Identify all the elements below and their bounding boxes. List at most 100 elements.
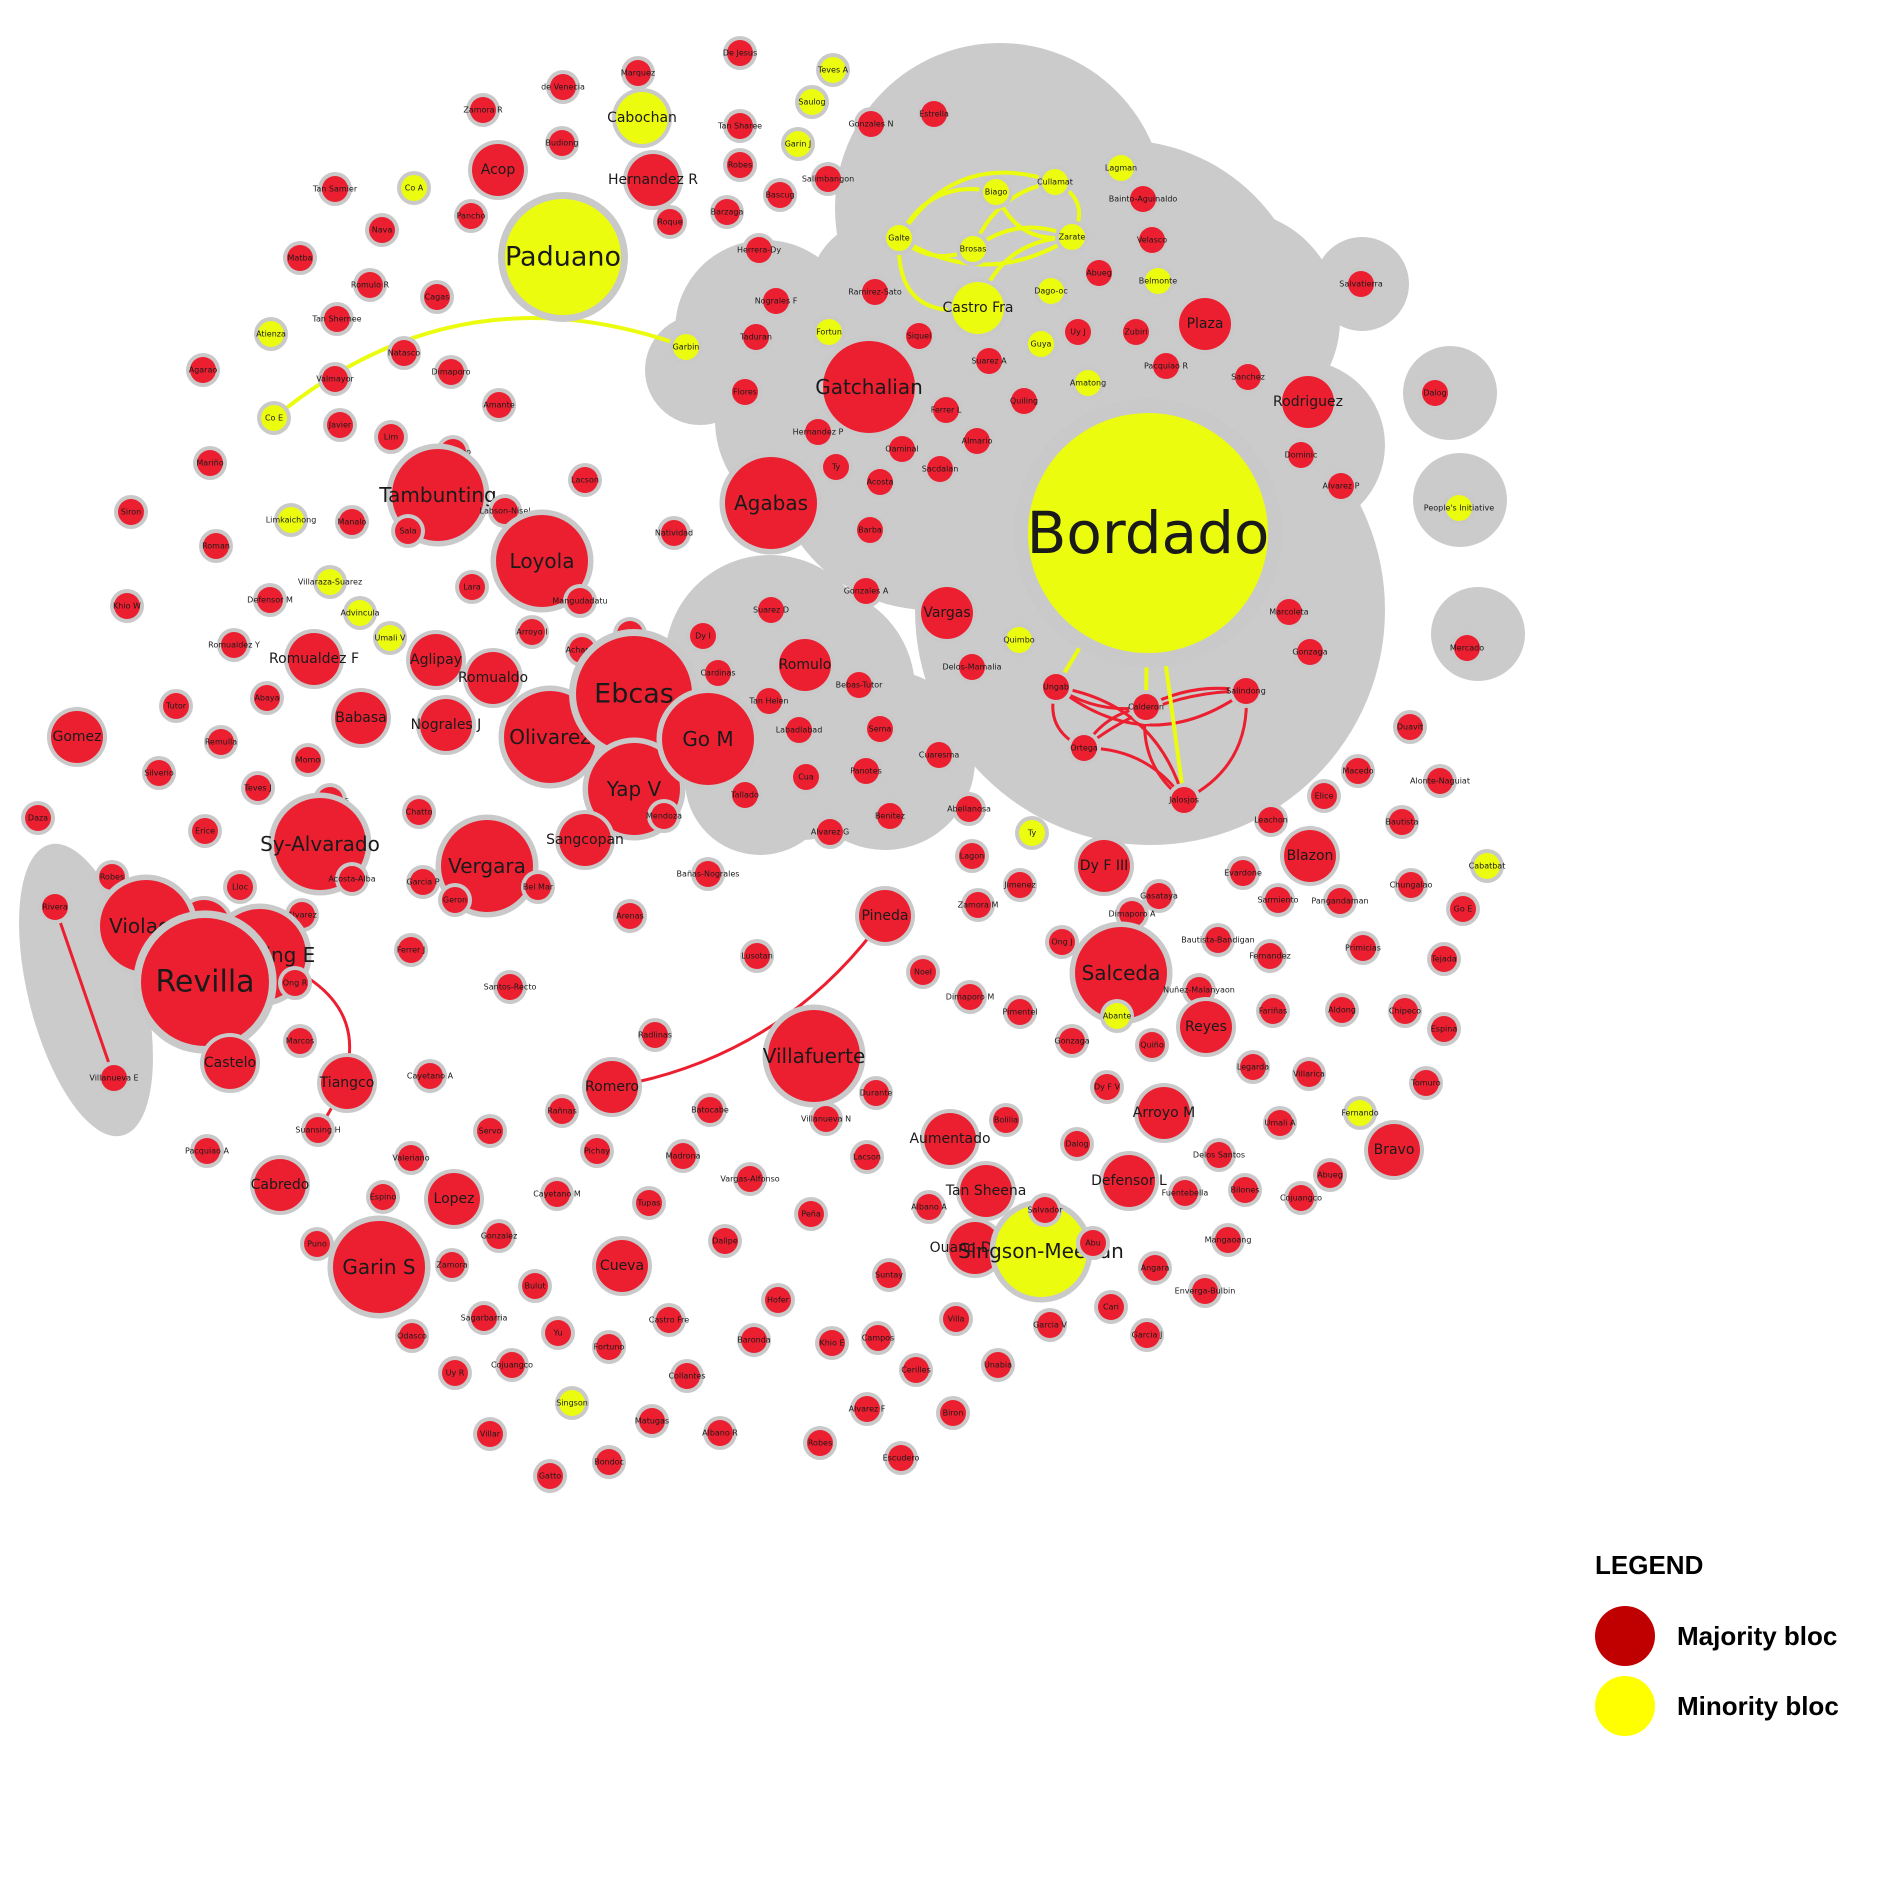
node-circle xyxy=(1186,977,1212,1003)
node-cabredo: Cabredo xyxy=(250,1155,310,1215)
node-label: Daza xyxy=(28,814,48,823)
node-chipeco: Chipeco xyxy=(1388,994,1422,1028)
node-circle xyxy=(305,1117,331,1143)
node-label: Nuñez-Malanyaon xyxy=(1163,986,1235,995)
node-label: Campos xyxy=(862,1334,894,1343)
node-lacson: Lacson xyxy=(568,463,602,497)
node-circle xyxy=(816,319,842,345)
node-label: Cua xyxy=(798,773,814,782)
node-label: Castelo xyxy=(204,1055,256,1071)
node-label: Santos-Recto xyxy=(484,983,537,992)
node-suntay: Suntay xyxy=(872,1258,906,1292)
node-aumentado: Aumentado xyxy=(909,1109,991,1169)
node-tupas: Tupas xyxy=(632,1186,666,1220)
node-label: Fariñas xyxy=(1259,1007,1287,1016)
node-label: Castro Fre xyxy=(649,1316,689,1325)
node-circle xyxy=(114,593,140,619)
node-circle xyxy=(1075,370,1101,396)
node-label: Paduano xyxy=(505,242,621,273)
node-circle xyxy=(1123,319,1149,345)
node-circle xyxy=(399,1323,425,1349)
node-circle xyxy=(1038,278,1064,304)
node-circle xyxy=(1142,1255,1168,1281)
node-label: Silverio xyxy=(144,769,174,778)
node-label: Matba xyxy=(288,254,313,263)
node-label: Natividad xyxy=(655,529,693,538)
node-label: Rivera xyxy=(42,903,68,912)
node-label: Abaya xyxy=(254,694,279,703)
node-cari: Cari xyxy=(1094,1290,1128,1324)
node-label: Robes xyxy=(808,1439,832,1448)
node-circle xyxy=(960,236,986,262)
node-label: Mangaoang xyxy=(1205,1236,1252,1245)
node-circle xyxy=(442,1360,468,1386)
node-circle xyxy=(1032,1197,1058,1223)
edge-rivera-villanueva-e xyxy=(53,906,116,1079)
node-circle xyxy=(424,284,450,310)
node-label: Zubiri xyxy=(1124,328,1147,337)
node-circle xyxy=(1267,1110,1293,1136)
node-label: Zamora M xyxy=(958,901,999,910)
node-label: Benitez xyxy=(875,812,905,821)
node-circle xyxy=(1192,1278,1218,1304)
node-roman: Roman xyxy=(199,529,233,563)
node-circle xyxy=(854,1144,880,1170)
node-circle xyxy=(798,1201,824,1227)
node-circle xyxy=(1397,714,1423,740)
node-label: Batocabe xyxy=(691,1106,729,1115)
node-label: Cullamat xyxy=(1037,178,1073,187)
node-circle xyxy=(737,1166,763,1192)
node-ba-as-nograles: Bañas-Nograles xyxy=(677,857,739,891)
node-circle xyxy=(596,1240,648,1292)
node-ty: Ty xyxy=(1015,816,1049,850)
node-label: Panotes xyxy=(850,767,882,776)
node-circle xyxy=(1042,169,1068,195)
node-label: Jimenez xyxy=(1003,881,1036,890)
node-fortun: Fortun xyxy=(812,315,846,349)
node-circle xyxy=(377,625,403,651)
node-label: Marquez xyxy=(621,69,655,78)
node-label: Sagarbarria xyxy=(461,1314,508,1323)
node-circle xyxy=(876,1262,902,1288)
node-label: Advincula xyxy=(340,609,379,618)
node-circle xyxy=(765,1287,791,1313)
node-circle xyxy=(921,101,947,127)
node-circle xyxy=(964,428,990,454)
node-suarez-d: Suarez D xyxy=(753,593,789,627)
node-circle xyxy=(1086,260,1112,286)
node-evardone: Evardone xyxy=(1224,856,1262,890)
node-baronda: Baronda xyxy=(737,1323,771,1357)
node-circle xyxy=(559,814,611,866)
node-circle xyxy=(1103,1155,1155,1207)
node-label: Fuentebella xyxy=(1162,1189,1209,1198)
node-circle xyxy=(254,685,280,711)
node-label: Sala xyxy=(399,527,416,536)
node-label: Salvador xyxy=(1027,1206,1063,1215)
node-circle xyxy=(1311,783,1337,809)
node-label: Tomuro xyxy=(1410,1079,1440,1088)
node-circle xyxy=(288,633,340,685)
node-circle xyxy=(1075,927,1167,1019)
node-label: Loyola xyxy=(510,549,575,573)
node-label: Cabredo xyxy=(251,1177,310,1193)
node-label: Lopez xyxy=(434,1191,475,1207)
node-label: Tambunting xyxy=(378,483,496,507)
node-biago: Biago xyxy=(979,175,1013,209)
node-romulo-r: Romulo R xyxy=(351,268,390,302)
node-tan-sharee: Tan Sharee xyxy=(717,109,762,143)
node-circle xyxy=(1431,946,1457,972)
node-dalog: Dalog xyxy=(1418,376,1452,410)
node-label: Valmayor xyxy=(316,375,354,384)
node-circle xyxy=(321,1057,373,1109)
node-circle xyxy=(572,467,598,493)
node-ong-j: Ong J xyxy=(1045,925,1079,959)
node-servo: Servo xyxy=(473,1114,507,1148)
node-label: Belmonte xyxy=(1139,277,1178,286)
node-circle xyxy=(639,1408,665,1434)
node-circle xyxy=(1108,155,1134,181)
node-circle xyxy=(725,457,817,549)
node-label: Flores xyxy=(733,388,757,397)
node-delos-mamalia: Delos-Mamalia xyxy=(942,650,1002,684)
node-label: Duavit xyxy=(1397,723,1423,732)
node-label: Unabia xyxy=(984,1361,1012,1370)
